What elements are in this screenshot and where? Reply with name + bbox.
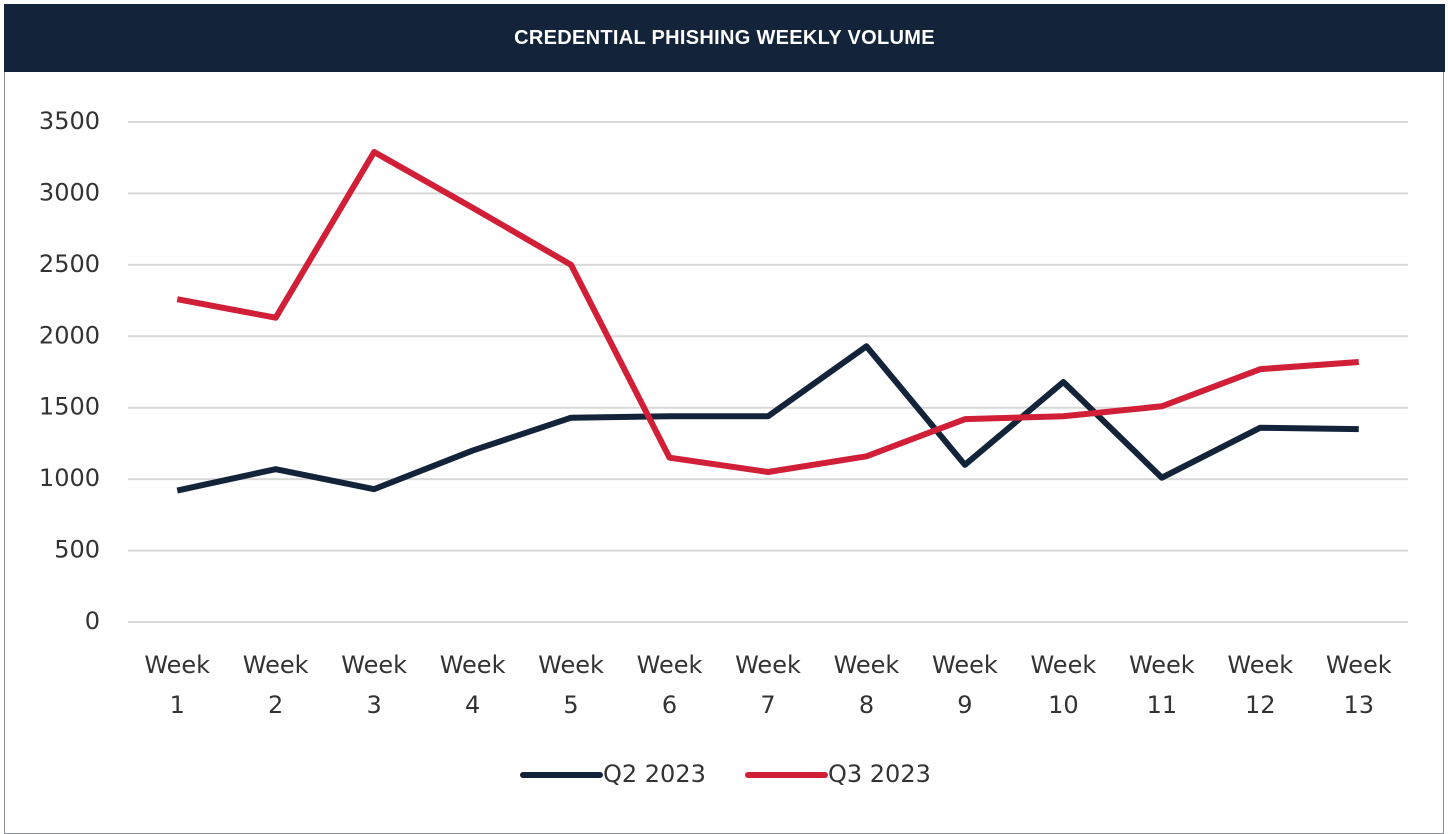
x-tick-label: Week 2 <box>242 651 309 719</box>
line-series <box>176 343 1359 494</box>
y-tick-label: 500 <box>54 536 100 564</box>
x-tick-label: Week 8 <box>833 651 900 719</box>
y-tick-label: 2000 <box>39 321 100 349</box>
y-tick-label: 1500 <box>39 393 100 421</box>
legend-label: Q3 2023 <box>828 760 931 788</box>
line-series <box>176 149 1359 475</box>
x-tick-label: Week 12 <box>1227 651 1294 719</box>
y-tick-label: 2500 <box>39 250 100 278</box>
y-tick-label: 3000 <box>39 178 100 206</box>
x-tick-label: Week 13 <box>1325 651 1392 719</box>
x-tick-label: Week 1 <box>144 651 211 719</box>
y-tick-label: 0 <box>85 607 100 635</box>
x-tick-label: Week 6 <box>636 651 703 719</box>
x-tick-label: Week 10 <box>1030 651 1097 719</box>
legend-label: Q2 2023 <box>603 760 706 788</box>
x-tick-label: Week 9 <box>932 651 998 719</box>
y-tick-label: 1000 <box>39 464 100 492</box>
y-tick-label: 3500 <box>39 107 100 135</box>
x-tick-label: Week 3 <box>341 651 408 719</box>
x-tick-label: Week 4 <box>439 651 506 719</box>
x-tick-label: Week 11 <box>1128 651 1195 719</box>
x-tick-label: Week 5 <box>538 651 604 719</box>
x-tick-label: Week 7 <box>735 651 801 719</box>
chart-title: CREDENTIAL PHISHING WEEKLY VOLUME <box>4 4 1445 72</box>
